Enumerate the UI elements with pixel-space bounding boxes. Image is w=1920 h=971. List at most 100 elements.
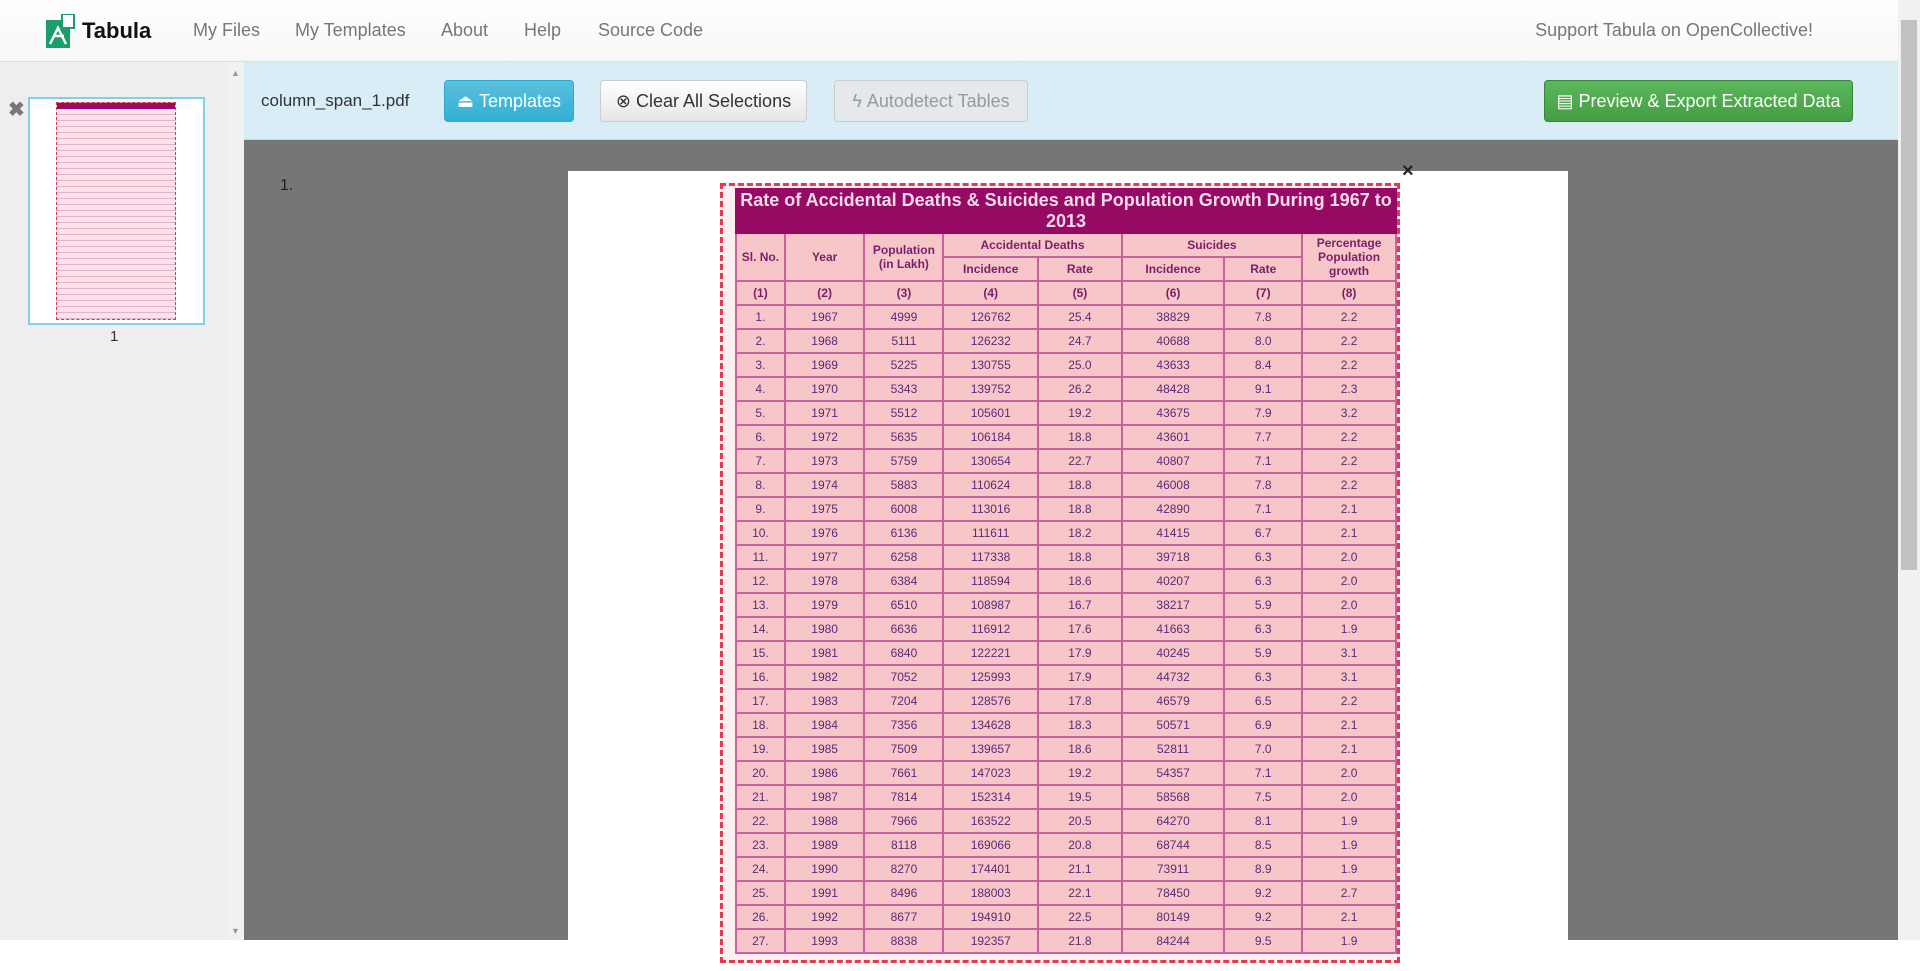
table-row: 21. 1987 7814 152314 19.5 58568 7.5 2.0 [735,784,1397,810]
table-cell: 6258 [863,544,945,570]
table-cell: 6636 [863,616,945,642]
table-cell: 25. [735,880,786,906]
table-cell: 1982 [783,664,866,690]
table-cell: 40245 [1120,640,1226,666]
table-cell: 1981 [783,640,866,666]
table-cell: 1.9 [1301,856,1397,882]
export-label: Preview & Export Extracted Data [1578,90,1841,111]
table-cell: 1969 [783,352,866,378]
table-cell: 5111 [863,328,945,354]
table-cell: 27. [735,928,786,954]
table-cell: 4999 [863,304,945,330]
table-row: 10. 1976 6136 111611 18.2 41415 6.7 2.1 [735,520,1397,546]
table-cell: 152314 [942,784,1040,810]
scroll-up-icon[interactable]: ▲ [231,68,240,78]
table-cell: 6.3 [1223,664,1304,690]
table-cell: 1.9 [1301,616,1397,642]
table-cell: 18.3 [1037,712,1123,738]
table-cell: 16. [735,664,786,690]
table-selection[interactable]: Rate of Accidental Deaths & Suicides and… [720,183,1400,963]
table-cell: 5343 [863,376,945,402]
brand[interactable]: Tabula [46,13,151,48]
table-cell: 7.1 [1223,496,1304,522]
table-cell: 128576 [942,688,1040,714]
header-population: Population (in Lakh) [863,232,945,282]
table-cell: 1988 [783,808,866,834]
table-cell: 11. [735,544,786,570]
header-suicides: Suicides [1120,232,1304,258]
page-thumbnails-sidebar: ✖ 1 ▲ ▼ [0,62,244,940]
page-thumbnail[interactable] [28,97,205,325]
templates-button[interactable]: ⏏ Templates [444,80,574,122]
table-cell: 7.0 [1223,736,1304,762]
table-row: 15. 1981 6840 122221 17.9 40245 5.9 3.1 [735,640,1397,666]
nav-source-code[interactable]: Source Code [598,20,704,40]
table-cell: 18.2 [1037,520,1123,546]
table-cell: 174401 [942,856,1040,882]
table-row: 11. 1977 6258 117338 18.8 39718 6.3 2.0 [735,544,1397,570]
table-cell: 125993 [942,664,1040,690]
table-cell: 1. [735,304,786,330]
page-scrollbar[interactable] [1898,0,1920,940]
table-cell: 9.2 [1223,904,1304,930]
table-cell: 5.9 [1223,640,1304,666]
header-incidence: Incidence [1120,256,1226,282]
table-cell: 7.5 [1223,784,1304,810]
table-cell: 1993 [783,928,866,954]
table-cell: 105601 [942,400,1040,426]
page-number: 1. [280,177,294,194]
close-selection-icon[interactable]: × [1402,160,1414,182]
table-cell: 50571 [1120,712,1226,738]
table-cell: 7.7 [1223,424,1304,450]
table-cell: 1979 [783,592,866,618]
table-cell: 19. [735,736,786,762]
support-link[interactable]: Support Tabula on OpenCollective! [1535,20,1813,40]
table-cell: 7.9 [1223,400,1304,426]
table-cell: 38829 [1120,304,1226,330]
table-cell: 2.0 [1301,592,1397,618]
table-cell: 44732 [1120,664,1226,690]
scrollbar-thumb[interactable] [1901,20,1917,570]
table-cell: 8.9 [1223,856,1304,882]
table-cell: 17. [735,688,786,714]
nav-about[interactable]: About [441,20,489,40]
column-number: (8) [1301,280,1397,306]
table-cell: 8838 [863,928,945,954]
table-cell: 17.6 [1037,616,1123,642]
table-cell: 22.1 [1037,880,1123,906]
table-cell: 106184 [942,424,1040,450]
table-cell: 1.9 [1301,832,1397,858]
clear-all-selections-button[interactable]: ⊗ Clear All Selections [600,80,807,122]
table-row: 7. 1973 5759 130654 22.7 40807 7.1 2.2 [735,448,1397,474]
table-cell: 78450 [1120,880,1226,906]
table-cell: 3.2 [1301,400,1397,426]
close-icon[interactable]: ✖ [8,99,25,121]
table-cell: 2.2 [1301,304,1397,330]
table-cell: 169066 [942,832,1040,858]
table-cell: 134628 [942,712,1040,738]
table-cell: 54357 [1120,760,1226,786]
sidebar-scrollbar[interactable]: ▲ ▼ [227,62,244,940]
table-cell: 2.2 [1301,448,1397,474]
scroll-down-icon[interactable]: ▼ [231,926,240,936]
nav-help[interactable]: Help [524,20,562,40]
table-cell: 3.1 [1301,640,1397,666]
clear-label: Clear All Selections [636,90,792,111]
table-cell: 1983 [783,688,866,714]
table-cell: 21.1 [1037,856,1123,882]
table-cell: 17.8 [1037,688,1123,714]
table-cell: 42890 [1120,496,1226,522]
table-cell: 43675 [1120,400,1226,426]
thumbnail-label: 1 [110,328,119,345]
preview-export-button[interactable]: ▤ Preview & Export Extracted Data [1544,80,1853,122]
table-cell: 117338 [942,544,1040,570]
column-number: (3) [863,280,945,306]
nav-my-files[interactable]: My Files [193,20,260,40]
table-cell: 2.2 [1301,472,1397,498]
table-cell: 6.3 [1223,616,1304,642]
table-cell: 48428 [1120,376,1226,402]
table-cell: 7966 [863,808,945,834]
nav-my-templates[interactable]: My Templates [295,20,406,40]
autodetect-tables-button[interactable]: ϟ Autodetect Tables [834,80,1028,122]
table-title: Rate of Accidental Deaths & Suicides and… [735,188,1397,234]
